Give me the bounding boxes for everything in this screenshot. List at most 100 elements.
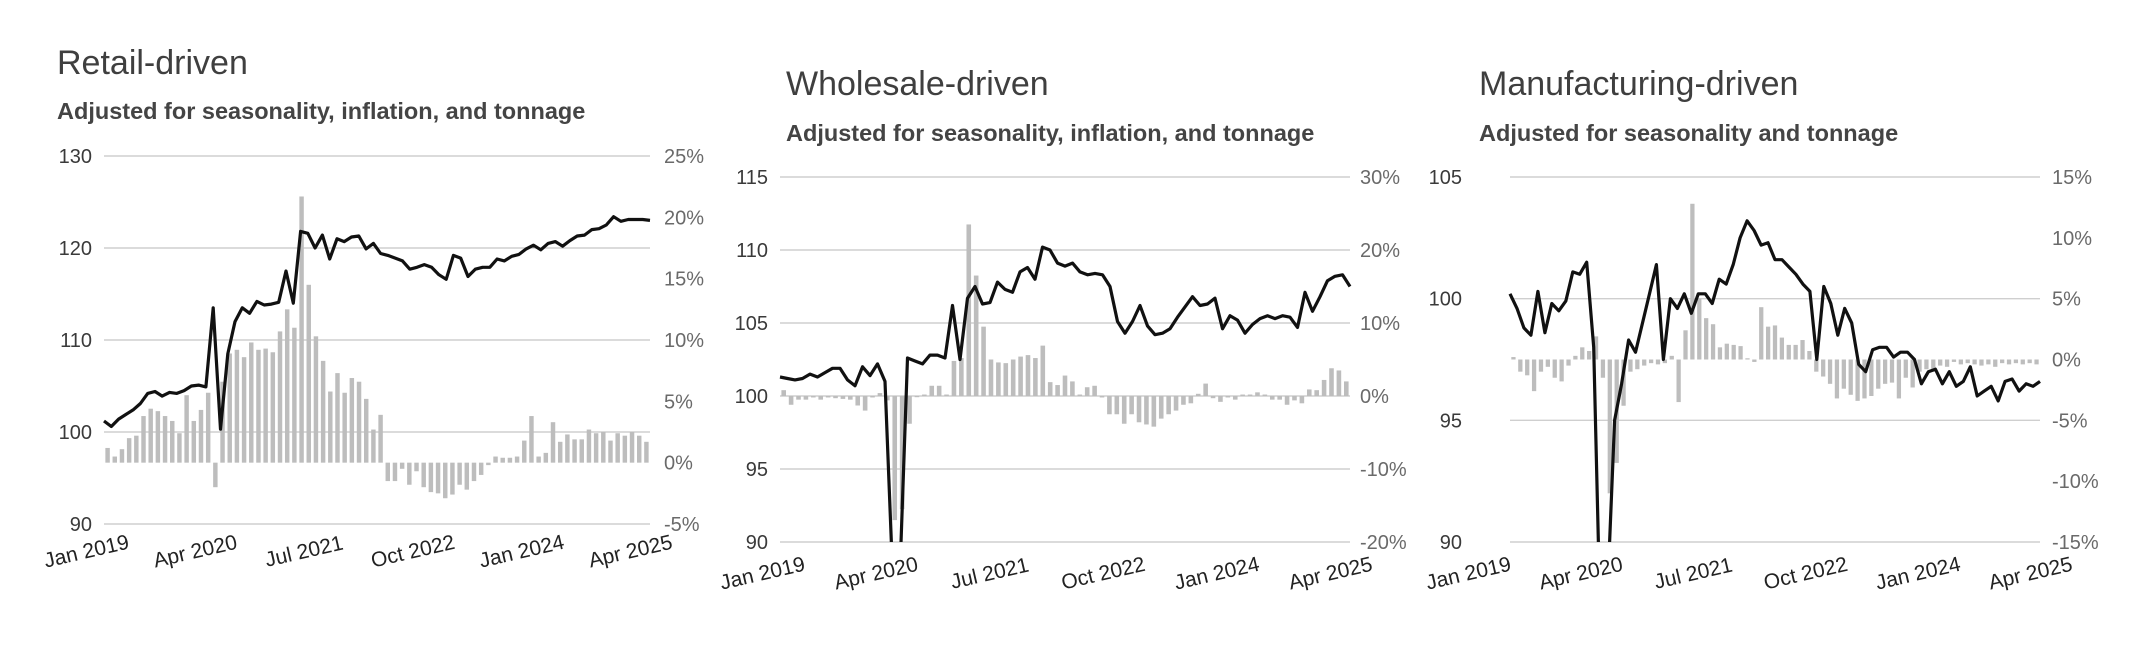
yoy-bar [615, 433, 620, 463]
yoy-bar [191, 420, 197, 463]
yoy-bar [1951, 359, 1957, 362]
yoy-bar [1779, 337, 1785, 360]
yoy-bars [105, 196, 649, 499]
yoy-bar [1772, 325, 1778, 360]
yoy-bar [1731, 344, 1736, 360]
left-axis-tick-label: 90 [70, 514, 92, 536]
yoy-bar [177, 433, 182, 463]
yoy-bar [855, 396, 861, 406]
yoy-bar [1525, 359, 1530, 376]
chart-panel-retail: Retail-driven Adjusted for seasonality, … [0, 0, 704, 652]
yoy-bar [284, 309, 290, 463]
yoy-bar [1181, 396, 1186, 405]
yoy-bar [1834, 359, 1840, 399]
yoy-bar [392, 462, 398, 482]
yoy-bar [565, 434, 570, 463]
yoy-bar [1010, 359, 1016, 396]
right-axis-tick-label: 25% [664, 146, 704, 168]
yoy-bar [2027, 359, 2032, 364]
yoy-bar [1759, 307, 1764, 360]
yoy-bar [1070, 381, 1075, 396]
yoy-bar [833, 396, 838, 399]
right-axis-tick-label: 15% [664, 269, 704, 291]
yoy-bar [601, 432, 606, 463]
yoy-bar [579, 439, 584, 463]
yoy-bar [788, 396, 794, 405]
index-line-group [1508, 219, 2041, 542]
yoy-bar [119, 449, 125, 463]
left-axis-tick-label: 120 [59, 238, 92, 260]
yoy-bar [1344, 381, 1349, 396]
index-line-group [779, 245, 1352, 542]
x-axis-tick-label: Jul 2021 [948, 554, 1031, 594]
yoy-bar [1129, 396, 1134, 415]
x-axis-tick-label: Jan 2024 [477, 531, 567, 573]
yoy-bar [306, 284, 311, 463]
right-axis-tick-label: 5% [664, 391, 693, 413]
yoy-bar [996, 362, 1001, 396]
chart-title: Retail-driven [57, 44, 248, 82]
yoy-bar [385, 462, 391, 482]
yoy-bar [1055, 385, 1060, 396]
x-axis-tick-label: Jan 2024 [1172, 553, 1262, 595]
yoy-bar [629, 432, 635, 463]
yoy-bar [1938, 359, 1943, 366]
yoy-bar [170, 420, 175, 463]
yoy-bar [848, 396, 853, 400]
yoy-bar [1814, 359, 1819, 372]
yoy-bar [1003, 363, 1009, 396]
x-axis-tick-label: Apr 2025 [1286, 553, 1374, 595]
yoy-bar [1292, 396, 1297, 401]
index-line [1508, 219, 2041, 542]
yoy-bar [1314, 390, 1319, 396]
yoy-bar [205, 392, 211, 463]
yoy-bar [593, 433, 599, 463]
yoy-bar [1538, 359, 1544, 372]
yoy-bar [1518, 359, 1523, 372]
yoy-bar [1144, 396, 1149, 425]
x-axis-tick-label: Jul 2021 [263, 532, 346, 572]
right-axis: 25% 20% 15% 10% 5% 0% -5% [664, 146, 704, 536]
yoy-bar [557, 441, 563, 463]
yoy-bar [450, 462, 455, 495]
right-axis-tick-label: -15% [2052, 532, 2099, 554]
yoy-bar [1910, 359, 1915, 388]
yoy-bar [2013, 359, 2019, 364]
yoy-bar [1676, 359, 1681, 403]
right-axis-tick-label: -10% [2052, 471, 2099, 493]
yoy-bar [1107, 396, 1112, 415]
yoy-bar [636, 435, 642, 463]
left-axis-tick-label: 100 [735, 386, 768, 408]
yoy-bar [1321, 379, 1327, 396]
yoy-bar [1232, 396, 1238, 400]
yoy-bar [1247, 394, 1253, 396]
yoy-bar [249, 342, 254, 463]
yoy-bar [421, 462, 426, 488]
yoy-bar [951, 360, 957, 396]
chart-title: Wholesale-driven [786, 65, 1049, 103]
yoy-bar [825, 396, 831, 398]
yoy-bar [1062, 375, 1068, 396]
yoy-bar [399, 462, 405, 469]
x-axis-tick-label: Apr 2020 [151, 531, 239, 573]
x-axis-tick-label: Jul 2021 [1652, 554, 1735, 594]
yoy-bar [342, 392, 347, 463]
yoy-bar [572, 439, 577, 463]
yoy-bar [1924, 359, 1929, 370]
yoy-bar [126, 438, 132, 463]
yoy-bar [1240, 394, 1245, 396]
yoy-bar [1821, 359, 1826, 377]
yoy-bar [378, 414, 383, 463]
x-axis-tick-label: Jan 2024 [1873, 553, 1963, 595]
yoy-bar [914, 396, 920, 398]
yoy-bar [1136, 396, 1142, 423]
yoy-bar [414, 462, 419, 472]
left-axis-tick-label: 95 [1440, 410, 1462, 432]
yoy-bar [1855, 359, 1860, 401]
yoy-bar [1889, 359, 1895, 383]
x-axis: Jan 2019 Apr 2020 Jul 2021 Oct 2022 Jan 2024… [718, 553, 1375, 595]
yoy-bar [256, 349, 261, 463]
yoy-bar [1697, 298, 1702, 360]
right-axis-tick-label: 15% [2052, 167, 2092, 189]
